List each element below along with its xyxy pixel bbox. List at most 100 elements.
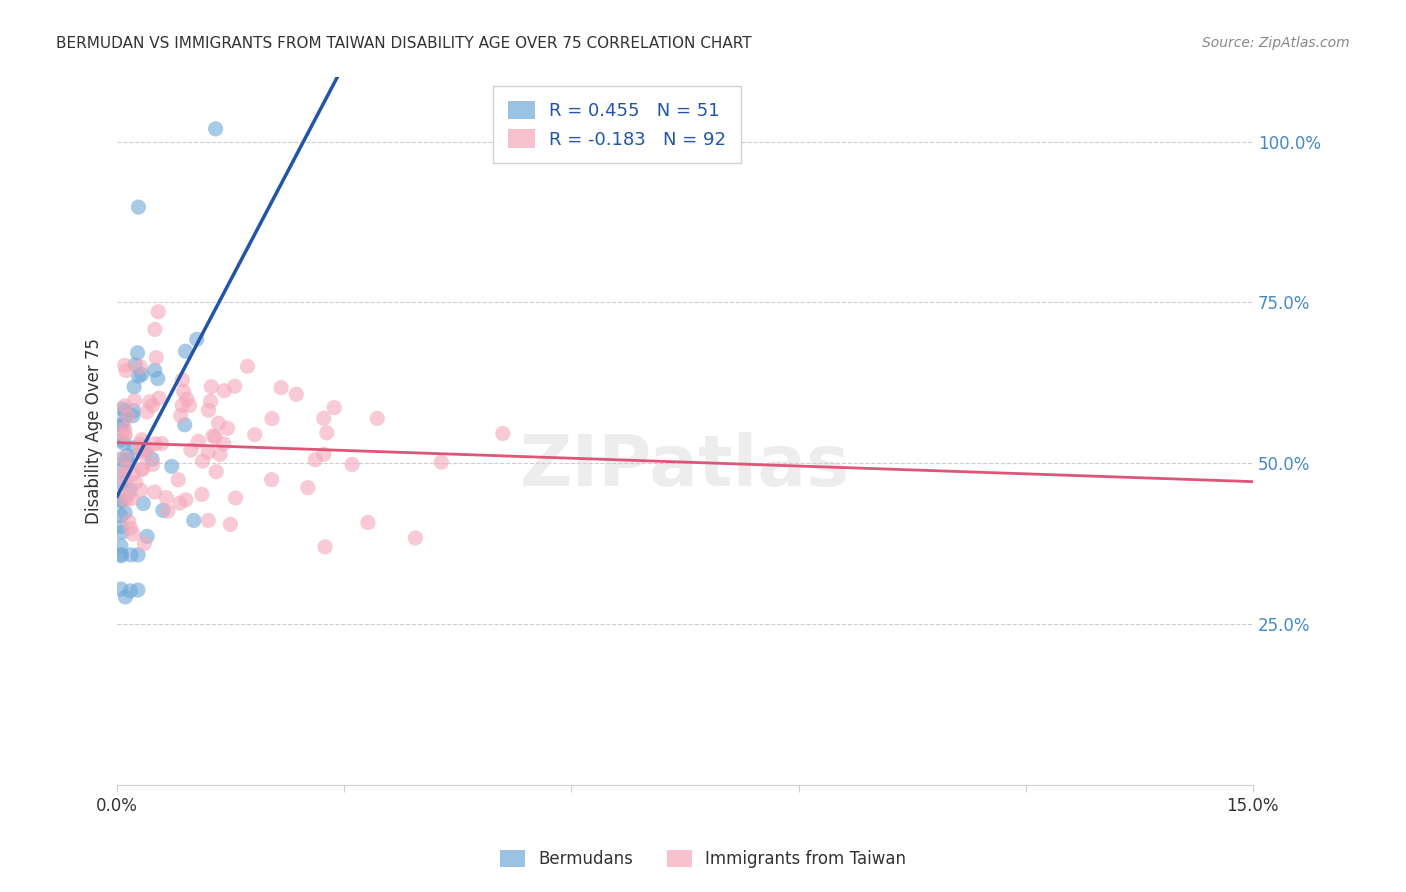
Point (357, 516, 380, 530)
Point (110, 476, 132, 491)
Point (114, 409, 136, 424)
Point (114, 359, 136, 373)
Point (304, 452, 326, 467)
Point (155, 491, 177, 505)
Point (117, 409, 139, 424)
Point (430, 455, 453, 469)
Point (131, 462, 153, 476)
Point (156, 504, 179, 518)
Point (205, 465, 228, 479)
Point (191, 487, 214, 501)
Point (172, 373, 194, 387)
Point (115, 363, 138, 377)
Point (312, 411, 335, 425)
Point (141, 452, 163, 467)
Point (404, 531, 426, 545)
Point (173, 417, 195, 432)
Point (111, 464, 134, 478)
Point (136, 529, 159, 543)
Point (112, 436, 135, 450)
Point (315, 425, 337, 440)
Point (260, 411, 283, 425)
Point (129, 483, 152, 498)
Point (135, 405, 157, 419)
Point (169, 496, 191, 510)
Point (120, 491, 142, 506)
Point (127, 582, 149, 597)
Point (127, 200, 149, 214)
Point (124, 358, 146, 372)
Point (128, 369, 150, 384)
Point (120, 583, 142, 598)
Point (236, 359, 259, 374)
Point (152, 503, 174, 517)
Point (131, 433, 153, 447)
Point (212, 384, 235, 398)
Point (197, 513, 219, 527)
Point (340, 458, 363, 472)
Point (167, 473, 190, 487)
Point (219, 517, 242, 532)
Point (129, 359, 152, 374)
Point (176, 392, 198, 406)
Point (145, 351, 167, 365)
Point (174, 492, 197, 507)
Point (129, 437, 152, 451)
Point (114, 590, 136, 604)
Point (111, 418, 134, 433)
Point (187, 434, 209, 449)
Point (197, 445, 219, 459)
Point (131, 440, 153, 454)
Point (134, 537, 156, 551)
Text: BERMUDAN VS IMMIGRANTS FROM TAIWAN DISABILITY AGE OVER 75 CORRELATION CHART: BERMUDAN VS IMMIGRANTS FROM TAIWAN DISAB… (56, 36, 752, 51)
Point (117, 454, 139, 468)
Point (285, 387, 308, 401)
Point (114, 450, 136, 465)
Point (114, 453, 136, 467)
Point (127, 346, 149, 360)
Point (197, 403, 219, 417)
Point (179, 399, 201, 413)
Point (134, 443, 156, 458)
Point (110, 548, 132, 562)
Point (125, 475, 148, 490)
Point (186, 332, 208, 346)
Point (122, 404, 145, 418)
Point (110, 452, 132, 467)
Point (110, 519, 132, 533)
Point (114, 427, 136, 442)
Point (110, 433, 132, 447)
Point (225, 491, 247, 505)
Point (114, 506, 136, 520)
Point (172, 398, 194, 412)
Point (118, 483, 141, 497)
Point (121, 409, 143, 423)
Point (127, 548, 149, 562)
Point (204, 121, 226, 136)
Point (150, 436, 173, 450)
Point (114, 493, 136, 508)
Legend: R = 0.455   N = 51, R = -0.183   N = 92: R = 0.455 N = 51, R = -0.183 N = 92 (494, 87, 741, 163)
Point (366, 411, 388, 425)
Point (143, 437, 166, 451)
Point (143, 363, 166, 377)
Point (200, 394, 222, 409)
Point (114, 476, 136, 491)
Point (208, 447, 231, 461)
Point (270, 381, 292, 395)
Text: ZIPatlas: ZIPatlas (520, 432, 851, 501)
Point (191, 454, 214, 468)
Point (110, 582, 132, 596)
Point (141, 399, 163, 413)
Point (131, 462, 153, 476)
Legend: Bermudans, Immigrants from Taiwan: Bermudans, Immigrants from Taiwan (494, 843, 912, 875)
Point (111, 401, 134, 416)
Point (110, 418, 132, 433)
Point (132, 496, 155, 510)
Point (200, 380, 222, 394)
Point (120, 548, 142, 562)
Point (143, 322, 166, 336)
Point (122, 380, 145, 394)
Point (110, 508, 132, 523)
Point (323, 401, 346, 415)
